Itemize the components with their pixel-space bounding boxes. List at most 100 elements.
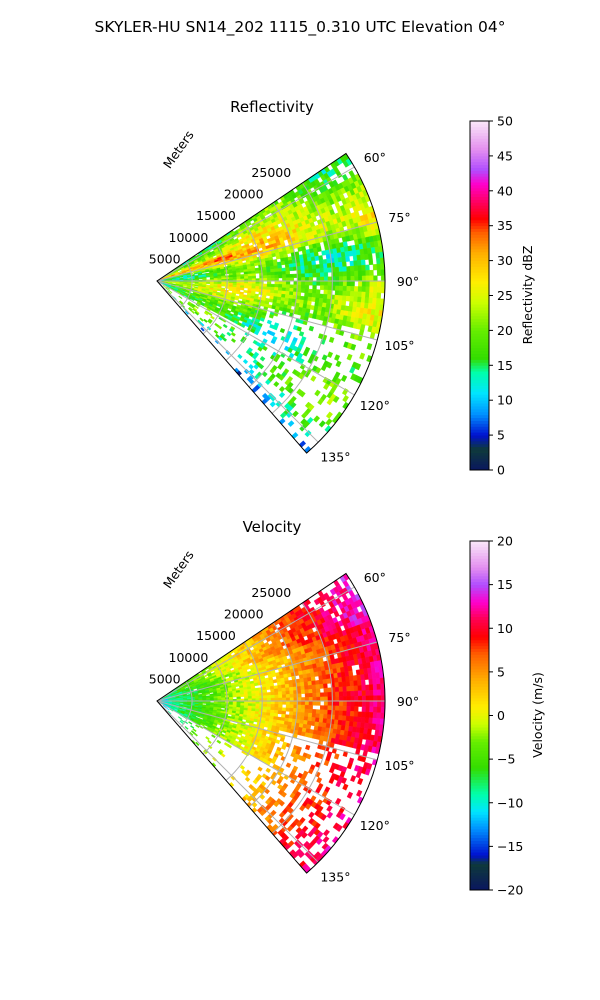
radar-cell [308, 704, 313, 710]
radar-cell [243, 289, 248, 294]
radar-cell [285, 267, 290, 272]
radar-cell [296, 715, 301, 721]
radar-cell [253, 262, 259, 267]
colorbar-segment [470, 152, 489, 157]
radar-cell [319, 268, 325, 274]
radar-cell [251, 275, 257, 279]
colorbar-segment [470, 365, 489, 369]
colorbar-segment [470, 852, 489, 856]
radar-cell [211, 734, 216, 739]
colorbar-segment [470, 435, 489, 439]
radar-cell [270, 694, 276, 699]
radar-cell [237, 353, 243, 360]
radar-cell [296, 682, 301, 687]
radar-cell [184, 725, 189, 730]
radar-cell [240, 323, 246, 329]
radar-cell [350, 701, 355, 707]
colorbar-segment [470, 199, 489, 203]
colorbar-segment [470, 182, 489, 186]
colorbar-segment [470, 312, 489, 317]
colorbar-segment [470, 866, 489, 871]
radar-cell [268, 313, 274, 319]
colorbar-segment [470, 228, 489, 232]
colorbar-segment [470, 202, 489, 206]
radar-cell [323, 687, 329, 693]
radar-cell [267, 701, 272, 705]
radar-cell [354, 701, 359, 707]
radar-cell [361, 275, 367, 282]
radar-cell [320, 813, 328, 821]
radar-cell [286, 411, 293, 419]
radar-cell [354, 706, 359, 712]
radar-cell [171, 281, 177, 284]
radar-cell [297, 851, 305, 859]
radar-cell [278, 800, 285, 807]
radar-cell [317, 398, 324, 406]
radar-cell [375, 718, 381, 725]
radar-cell [239, 269, 245, 273]
radar-cell [315, 293, 321, 299]
radar-cell [342, 710, 347, 717]
radar-cell [337, 257, 343, 263]
radar-cell [360, 296, 366, 304]
range-tick-label: 20000 [224, 187, 264, 202]
radar-cell [304, 689, 310, 694]
radar-cell [262, 689, 268, 694]
radar-cell [327, 705, 332, 711]
radar-cell [270, 286, 275, 291]
radar-cell [369, 286, 374, 293]
radar-cell [353, 265, 359, 272]
radar-cell [341, 676, 347, 683]
radar-cell [311, 293, 317, 298]
radar-cell [217, 325, 223, 330]
range-tick-label: 25000 [251, 585, 291, 600]
radar-cell [342, 686, 348, 692]
radar-cell [338, 266, 344, 273]
radar-cell [335, 824, 343, 832]
radar-cell [354, 690, 359, 697]
colorbar-tick-label: 20 [497, 323, 513, 338]
radar-cell [338, 295, 343, 301]
radar-cell [245, 719, 251, 724]
colorbar-segment [470, 324, 489, 328]
colorbar-segment [470, 403, 489, 407]
colorbar-segment [470, 310, 489, 314]
radar-cell [345, 715, 351, 722]
radar-cell [365, 281, 371, 288]
azimuth-gridline [156, 700, 355, 816]
radar-cell [338, 261, 343, 268]
colorbar-segment [470, 374, 489, 378]
colorbar-segment [470, 147, 489, 151]
radar-cell [274, 271, 279, 276]
radar-cell [308, 281, 314, 286]
radar-cell [304, 288, 310, 294]
colorbar-segment [470, 286, 489, 291]
radar-cell [349, 716, 355, 722]
radar-cell [311, 260, 317, 266]
radar-cell [255, 703, 260, 707]
radar-cell [357, 711, 363, 718]
radar-cell [376, 292, 382, 299]
radar-cell [262, 283, 268, 288]
radar-cell [316, 700, 321, 706]
radar-cell [366, 728, 372, 736]
azimuth-gridline [156, 641, 378, 702]
colorbar-segment [470, 304, 489, 308]
radar-cell [259, 701, 264, 705]
radar-cell [318, 259, 324, 265]
radar-cell [236, 696, 241, 700]
radar-cell [315, 787, 322, 794]
azimuth-tick-label: 90° [397, 694, 419, 709]
radar-cell [239, 691, 245, 695]
radar-cell [303, 296, 309, 302]
radar-cell [289, 701, 295, 706]
colorbar-segment [470, 347, 489, 352]
colorbar-segment [470, 881, 489, 885]
radar-cell [302, 350, 309, 357]
radar-cell [299, 715, 305, 721]
radar-cell [289, 711, 294, 716]
radar-cell [274, 274, 279, 279]
radar-cell [341, 681, 347, 688]
radar-cell [322, 835, 330, 844]
colorbar-segment [470, 321, 489, 325]
